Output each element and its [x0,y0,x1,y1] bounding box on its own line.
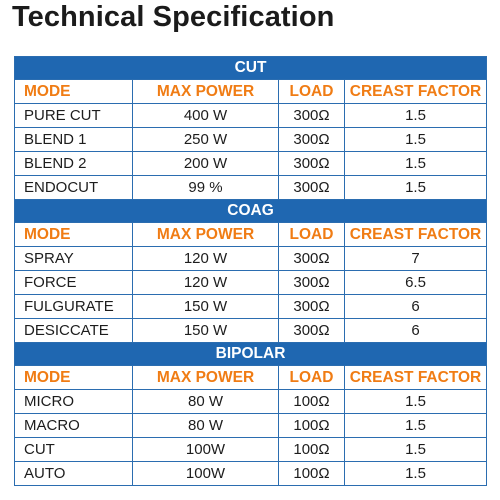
table-cell: MACRO [14,413,133,438]
table-cell: 150 W [132,294,279,319]
table-row: BLEND 2 200 W 300Ω 1.5 [14,151,488,176]
table-cell: DESICCATE [14,318,133,343]
table-row: AUTO 100W 100Ω 1.5 [14,461,488,486]
table-cell: 250 W [132,127,279,152]
table-cell: BLEND 2 [14,151,133,176]
table-row: DESICCATE 150 W 300Ω 6 [14,318,488,343]
table-cell: 100Ω [278,437,345,462]
table-cell: 150 W [132,318,279,343]
table-row: BLEND 1 250 W 300Ω 1.5 [14,127,488,152]
table-cell: 120 W [132,270,279,295]
table-cell: MICRO [14,389,133,414]
column-header: LOAD [278,222,345,247]
column-header: CREAST FACTOR [343,79,488,104]
table-cell: 300Ω [278,127,345,152]
table-cell: 300Ω [278,270,345,295]
table-cell: 6 [343,318,488,343]
table-cell: 7 [343,246,488,271]
section-header: BIPOLAR [13,342,488,366]
table-row: SPRAY 120 W 300Ω 7 [14,246,488,271]
table-cell: 1.5 [343,437,488,462]
table-cell: 100W [132,437,279,462]
table-cell: 1.5 [343,127,488,152]
table-cell: 80 W [132,389,279,414]
section-header: CUT [13,56,488,80]
column-header-row: MODE MAX POWER LOAD CREAST FACTOR [14,365,488,390]
table-cell: 6 [343,294,488,319]
column-header: MODE [14,365,133,390]
table-cell: 400 W [132,103,279,128]
table-row: MICRO 80 W 100Ω 1.5 [14,389,488,414]
column-header: CREAST FACTOR [343,222,488,247]
section-row-bipolar: BIPOLAR [13,342,488,366]
column-header: MODE [14,222,133,247]
spec-table-body: CUT MODE MAX POWER LOAD CREAST FACTOR PURE CU… [13,56,488,486]
table-row: MACRO 80 W 100Ω 1.5 [14,413,488,438]
table-cell: AUTO [14,461,133,486]
table-cell: 1.5 [343,461,488,486]
page-title: Technical Specification [12,1,335,33]
table-cell: 300Ω [278,318,345,343]
table-cell: FULGURATE [14,294,133,319]
table-cell: ENDOCUT [14,175,133,200]
table-cell: BLEND 1 [14,127,133,152]
section-row-cut: CUT [13,56,488,80]
table-cell: 1.5 [343,413,488,438]
table-cell: FORCE [14,270,133,295]
table-row: CUT 100W 100Ω 1.5 [14,437,488,462]
column-header: CREAST FACTOR [343,365,488,390]
table-cell: 300Ω [278,103,345,128]
table-cell: 1.5 [343,175,488,200]
table-cell: 100Ω [278,389,345,414]
table-cell: PURE CUT [14,103,133,128]
column-header: MAX POWER [132,79,279,104]
spec-table: CUT MODE MAX POWER LOAD CREAST FACTOR PURE CU… [13,56,488,486]
section-row-coag: COAG [13,199,488,223]
table-row: FORCE 120 W 300Ω 6.5 [14,270,488,295]
table-cell: 100Ω [278,461,345,486]
column-header: MAX POWER [132,365,279,390]
table-cell: SPRAY [14,246,133,271]
table-row: FULGURATE 150 W 300Ω 6 [14,294,488,319]
column-header: LOAD [278,79,345,104]
column-header-row: MODE MAX POWER LOAD CREAST FACTOR [14,222,488,247]
table-cell: 300Ω [278,151,345,176]
table-cell: 1.5 [343,151,488,176]
table-cell: 1.5 [343,389,488,414]
table-cell: 300Ω [278,175,345,200]
table-cell: 1.5 [343,103,488,128]
column-header: LOAD [278,365,345,390]
table-row: PURE CUT 400 W 300Ω 1.5 [14,103,488,128]
table-cell: 99 % [132,175,279,200]
table-cell: 100W [132,461,279,486]
table-cell: 120 W [132,246,279,271]
column-header-row: MODE MAX POWER LOAD CREAST FACTOR [14,79,488,104]
section-header: COAG [13,199,488,223]
table-cell: 80 W [132,413,279,438]
table-cell: 6.5 [343,270,488,295]
table-cell: 100Ω [278,413,345,438]
table-cell: 200 W [132,151,279,176]
column-header: MAX POWER [132,222,279,247]
table-cell: 300Ω [278,246,345,271]
table-cell: 300Ω [278,294,345,319]
table-row: ENDOCUT 99 % 300Ω 1.5 [14,175,488,200]
column-header: MODE [14,79,133,104]
table-cell: CUT [14,437,133,462]
